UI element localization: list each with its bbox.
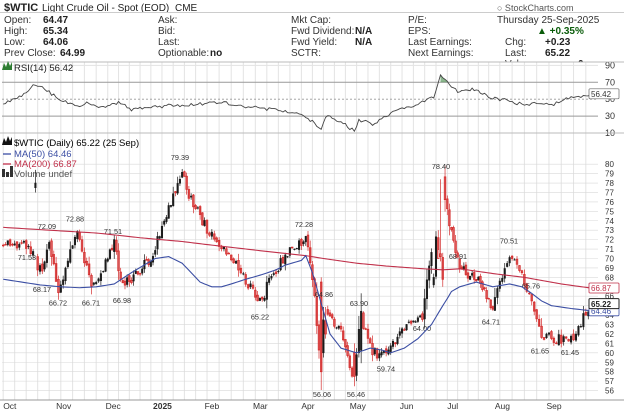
- svg-text:Aug: Aug: [495, 401, 510, 411]
- svg-text:66.98: 66.98: [113, 296, 131, 305]
- svg-text:60: 60: [605, 349, 614, 358]
- svg-text:70: 70: [605, 254, 614, 263]
- svg-text:66.72: 66.72: [49, 298, 67, 307]
- svg-text:68.91: 68.91: [449, 252, 467, 261]
- svg-text:RSI(14) 56.42: RSI(14) 56.42: [14, 63, 73, 74]
- svg-text:56.42: 56.42: [591, 90, 612, 99]
- svg-text:Oct: Oct: [3, 401, 17, 411]
- svg-text:61: 61: [605, 339, 614, 348]
- svg-text:66.71: 66.71: [82, 299, 100, 308]
- svg-text:79: 79: [605, 170, 614, 179]
- svg-text:64.00: 64.00: [413, 324, 431, 333]
- svg-text:30: 30: [605, 111, 615, 121]
- svg-text:Jul: Jul: [447, 401, 458, 411]
- svg-text:63: 63: [605, 321, 614, 330]
- svg-text:74: 74: [605, 217, 614, 226]
- svg-text:75: 75: [605, 207, 614, 216]
- svg-text:80: 80: [605, 160, 614, 169]
- svg-text:71.53: 71.53: [18, 253, 36, 262]
- svg-text:Jun: Jun: [400, 401, 414, 411]
- svg-text:69: 69: [605, 264, 614, 273]
- svg-text:May: May: [350, 401, 367, 411]
- svg-text:Mar: Mar: [253, 401, 268, 411]
- svg-text:62: 62: [605, 330, 614, 339]
- svg-text:68: 68: [605, 273, 614, 282]
- svg-text:59.74: 59.74: [377, 364, 395, 373]
- svg-text:61.45: 61.45: [561, 348, 579, 357]
- svg-text:65.22: 65.22: [251, 313, 269, 322]
- svg-text:77: 77: [605, 188, 614, 197]
- svg-text:56.46: 56.46: [347, 390, 365, 399]
- svg-text:57: 57: [605, 377, 614, 386]
- svg-text:71: 71: [605, 245, 614, 254]
- svg-text:72: 72: [605, 236, 614, 245]
- svg-text:Dec: Dec: [106, 401, 122, 411]
- svg-text:65.22: 65.22: [591, 300, 612, 309]
- svg-text:79.39: 79.39: [171, 153, 189, 162]
- svg-text:72.28: 72.28: [295, 220, 313, 229]
- svg-text:Nov: Nov: [56, 401, 72, 411]
- svg-text:Apr: Apr: [301, 401, 314, 411]
- svg-text:78: 78: [605, 179, 614, 188]
- svg-text:61.65: 61.65: [531, 346, 549, 355]
- svg-text:78.40: 78.40: [432, 162, 450, 171]
- svg-text:59: 59: [605, 358, 614, 367]
- svg-text:70.51: 70.51: [500, 237, 518, 246]
- svg-text:76: 76: [605, 198, 614, 207]
- svg-text:56.06: 56.06: [313, 390, 331, 399]
- svg-text:72.88: 72.88: [66, 214, 84, 223]
- svg-text:63.90: 63.90: [350, 299, 368, 308]
- svg-text:70: 70: [605, 77, 615, 87]
- svg-text:66.87: 66.87: [591, 284, 612, 293]
- svg-text:2025: 2025: [153, 401, 172, 411]
- svg-text:64.71: 64.71: [482, 317, 500, 326]
- svg-text:Feb: Feb: [205, 401, 220, 411]
- svg-text:56: 56: [605, 387, 614, 396]
- svg-text:$WTIC (Daily) 65.22 (25 Sep): $WTIC (Daily) 65.22 (25 Sep): [14, 138, 139, 149]
- svg-text:Sep: Sep: [547, 401, 562, 411]
- svg-text:73: 73: [605, 226, 614, 235]
- svg-text:Volume undef: Volume undef: [14, 169, 72, 180]
- svg-text:58: 58: [605, 368, 614, 377]
